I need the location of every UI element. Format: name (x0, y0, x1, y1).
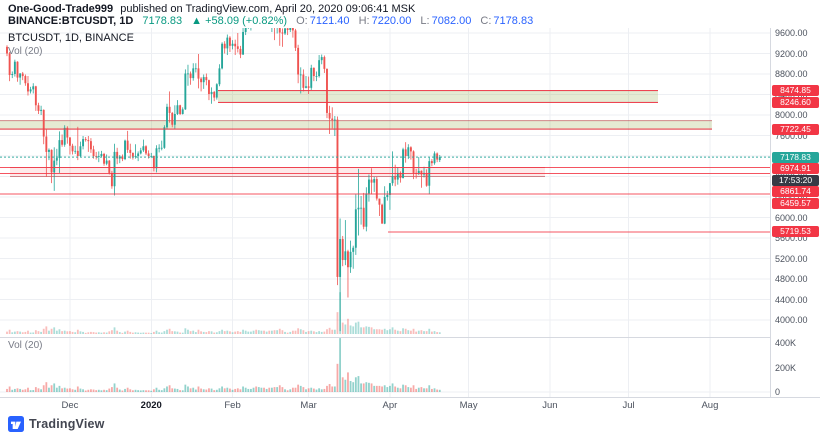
low-value: 7082.00 (431, 15, 472, 27)
high-value: 7220.00 (371, 15, 412, 27)
volume-overlay-legend: Vol (20) (8, 46, 43, 57)
tradingview-logo-icon (8, 416, 24, 432)
close-label: C: (480, 15, 492, 27)
time-axis-label: Feb (224, 400, 241, 411)
author-name: One-Good-Trade999 (8, 3, 114, 15)
symbol-name: BINANCE:BTCUSDT, 1D (8, 15, 134, 27)
volume-pane-series (6, 338, 441, 392)
time-axis-label: May (459, 400, 478, 411)
publish-header: One-Good-Trade999 published on TradingVi… (8, 3, 415, 15)
price-tick-label: 9600.00 (775, 28, 808, 38)
level-price-badge: 6861.74 (772, 186, 819, 198)
time-axis-label: Mar (300, 400, 317, 411)
level-price-badge: 6459.57 (772, 197, 819, 209)
time-axis-label: Aug (701, 400, 719, 411)
price-tick-label: 8000.00 (775, 110, 808, 120)
symbol-header: BINANCE:BTCUSDT, 1D 7178.83 ▲ +58.09 (+0… (8, 15, 533, 27)
footer: TradingView (0, 412, 820, 437)
last-price-badge: 7178.83 (772, 151, 819, 163)
close-value: 7178.83 (493, 15, 534, 27)
volume-tick-label: 400K (775, 338, 797, 348)
bar-countdown-badge: 17:53:20 (772, 174, 819, 186)
last-price-value: 7178.83 (142, 15, 183, 27)
level-lines (0, 90, 770, 233)
open-label: O: (296, 15, 308, 27)
publish-info: published on TradingView.com, April 20, … (120, 3, 416, 15)
brand-text: TradingView (29, 417, 105, 431)
level-price-badge: 5719.53 (772, 226, 819, 238)
price-change: ▲ +58.09 (+0.82%) (191, 15, 288, 27)
level-price-badge: 8246.60 (772, 96, 819, 108)
pane-legend: BTCUSDT, 1D, BINANCE (8, 32, 134, 44)
time-axis-label: 2020 (140, 400, 162, 411)
price-tick-label: 5600.00 (775, 233, 808, 243)
chart-area: BTCUSDT, 1D, BINANCE Vol (20) Vol (20) 9… (0, 28, 820, 413)
candlestick-series (6, 28, 441, 332)
tradingview-brand-link[interactable]: TradingView (8, 416, 105, 432)
price-chart-canvas[interactable] (0, 28, 770, 397)
price-axis[interactable]: 9600.009200.008800.008400.008000.007600.… (770, 28, 820, 397)
price-tick-label: 4400.00 (775, 294, 808, 305)
price-tick-label: 6000.00 (775, 212, 808, 223)
price-tick-label: 4800.00 (775, 274, 808, 284)
open-value: 7121.40 (309, 15, 350, 27)
low-label: L: (420, 15, 430, 27)
price-tick-label: 7600.00 (775, 130, 808, 141)
volume-tick-label: 0 (775, 387, 781, 397)
price-tick-label: 4000.00 (775, 315, 808, 325)
volume-overlay-series (6, 292, 441, 334)
volume-pane-legend: Vol (20) (8, 340, 43, 351)
time-axis-label: Apr (382, 400, 398, 411)
price-tick-label: 9200.00 (775, 48, 808, 59)
price-tick-label: 5200.00 (775, 253, 808, 264)
high-label: H: (358, 15, 370, 27)
level-price-badge: 7722.45 (772, 123, 819, 135)
level-price-badge: 6974.91 (772, 163, 819, 175)
time-axis-label: Dec (61, 400, 79, 411)
volume-tick-label: 200K (775, 362, 797, 373)
time-axis[interactable]: Dec 2020 Feb Mar Apr May Jun Jul Aug (0, 397, 820, 413)
time-axis-label: Jun (542, 400, 558, 411)
time-axis-label: Jul (622, 400, 635, 411)
price-tick-label: 8800.00 (775, 69, 808, 79)
level-price-badge: 8474.85 (772, 85, 819, 97)
